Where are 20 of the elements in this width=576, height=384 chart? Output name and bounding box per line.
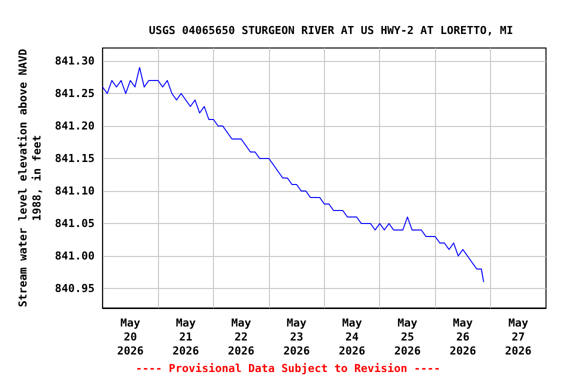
y-tick-label: 841.30 [54,54,95,68]
x-tick-label: May 25 2026 [394,316,422,358]
x-tick-label: May 23 2026 [283,316,310,358]
text: ---- Provisional Data Subject to Revision ---- [136,362,440,375]
y-tick-label: 841.10 [54,184,95,198]
y-tick-label: 841.15 [54,152,95,165]
y-tick-label: 841.00 [54,250,95,262]
x-tick-label: May 26 2026 [450,316,476,358]
x-tick-label: May 20 2026 [117,316,144,358]
x-tick-label: May 24 2026 [338,316,366,358]
y-tick-label: 840.95 [54,282,95,295]
x-tick-label: May 22 2026 [228,316,255,358]
y-tick-label: 841.20 [54,120,95,132]
x-tick-label: May 27 2026 [505,316,532,358]
y-tick-label: 841.25 [54,87,95,100]
y-tick-label: 841.05 [54,217,95,230]
x-tick-label: May 21 2026 [172,316,200,358]
chart-title: USGS 04065650 STURGEON RIVER AT US HWY-2 AT LORETTO, MI [148,24,514,37]
y-axis-title: Stream water level elevation above NAVD 1988, in feet [16,48,44,308]
line-series [102,67,484,282]
